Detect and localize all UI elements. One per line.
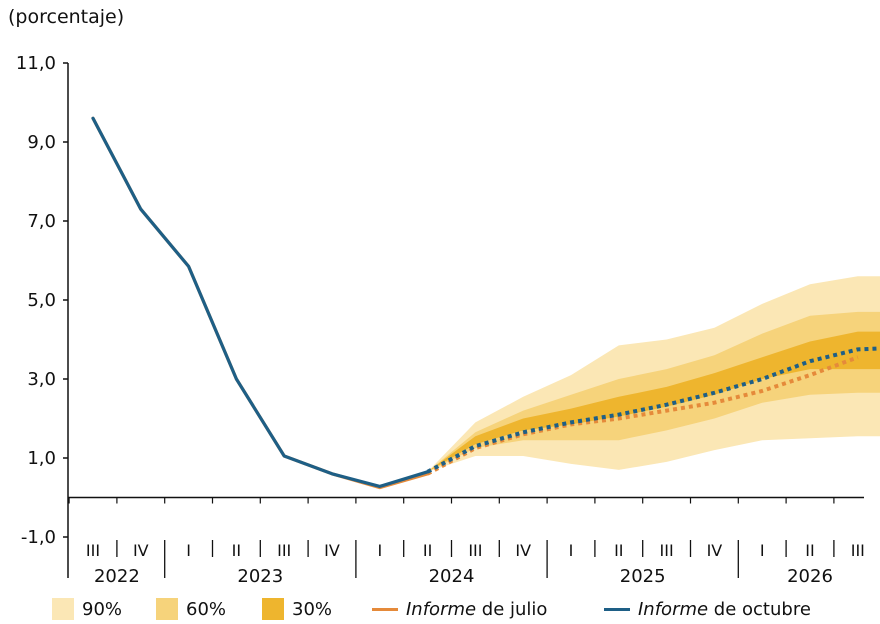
legend-swatch-30 <box>262 598 284 620</box>
legend-label-30: 30% <box>292 598 333 620</box>
y-tick-label: -1,0 <box>21 527 56 548</box>
y-axis-unit-label: (porcentaje) <box>8 6 125 28</box>
series-julio-projection <box>426 355 859 476</box>
quarter-label: III <box>277 541 291 560</box>
legend-item-90: 90% <box>52 596 122 622</box>
legend-item-julio: Informe de julio <box>372 596 547 622</box>
year-label-2023: 2023 <box>237 566 283 587</box>
legend-item-octubre: Informe de octubre <box>604 596 811 622</box>
quarter-label: II <box>232 541 241 560</box>
quarter-label: III <box>86 541 100 560</box>
quarter-label: II <box>423 541 432 560</box>
quarter-label: II <box>614 541 623 560</box>
series-octubre-history <box>91 116 430 488</box>
fan-band30 <box>427 331 880 472</box>
year-label-2022: 2022 <box>94 566 140 587</box>
y-tick-label: 11,0 <box>16 53 56 74</box>
quarter-label: IV <box>324 541 340 560</box>
y-tick-label: 3,0 <box>27 369 56 390</box>
quarter-label: I <box>760 541 765 560</box>
legend-label-octubre: Informe de octubre <box>638 598 811 620</box>
quarter-label: II <box>805 541 814 560</box>
legend-label-90: 90% <box>82 598 123 620</box>
series-lines <box>91 116 880 490</box>
legend-item-30: 30% <box>262 596 332 622</box>
quarter-label: III <box>660 541 674 560</box>
year-label-2026: 2026 <box>787 566 833 587</box>
quarter-label: I <box>569 541 574 560</box>
series-julio-history <box>91 116 430 490</box>
legend-label-60: 60% <box>186 598 227 620</box>
legend-line-octubre <box>604 607 630 611</box>
legend-item-60: 60% <box>156 596 226 622</box>
year-label-2024: 2024 <box>429 566 475 587</box>
quarter-label: IV <box>515 541 531 560</box>
legend: 90% 60% 30% Informe de julio Informe de … <box>0 596 880 624</box>
legend-swatch-90 <box>52 598 74 620</box>
legend-label-julio: Informe de julio <box>406 598 548 620</box>
quarter-label: IV <box>707 541 723 560</box>
y-tick-label: 1,0 <box>27 448 56 469</box>
y-tick-label: 7,0 <box>27 211 56 232</box>
series-octubre-projection <box>426 346 880 474</box>
y-tick-label: 5,0 <box>27 290 56 311</box>
quarter-label: I <box>186 541 191 560</box>
quarter-label: I <box>377 541 382 560</box>
quarter-label: IV <box>133 541 149 560</box>
y-tick-label: 9,0 <box>27 132 56 153</box>
year-label-2025: 2025 <box>620 566 666 587</box>
legend-line-julio <box>372 607 398 611</box>
quarter-label: III <box>468 541 482 560</box>
quarter-label: III <box>851 541 865 560</box>
legend-swatch-60 <box>156 598 178 620</box>
